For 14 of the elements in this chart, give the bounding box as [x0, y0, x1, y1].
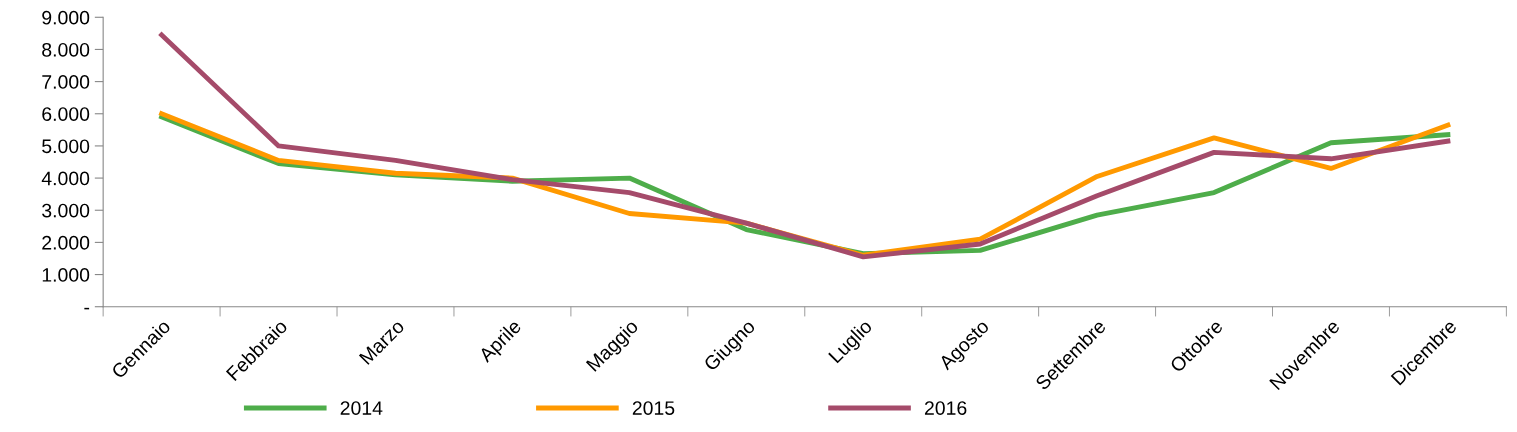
y-tick-label: 5.000 [42, 139, 90, 154]
y-tick-label: 8.000 [42, 42, 90, 57]
line-series [159, 32, 1451, 260]
y-tick-label: 1.000 [42, 268, 90, 282]
y-tick-label: 4.000 [41, 171, 90, 186]
legend-label: 2016 [924, 401, 967, 415]
y-tick-label: 3.000 [42, 203, 90, 218]
y-tick-label: 6.000 [42, 107, 90, 121]
y-tick-label: 2.000 [42, 235, 90, 250]
y-tick-label: 7.000 [42, 75, 90, 89]
legend-label: 2014 [340, 401, 383, 415]
y-tick-label: - [84, 307, 90, 310]
legend-label: 2015 [632, 401, 675, 415]
y-tick-label: 9.000 [42, 10, 90, 25]
